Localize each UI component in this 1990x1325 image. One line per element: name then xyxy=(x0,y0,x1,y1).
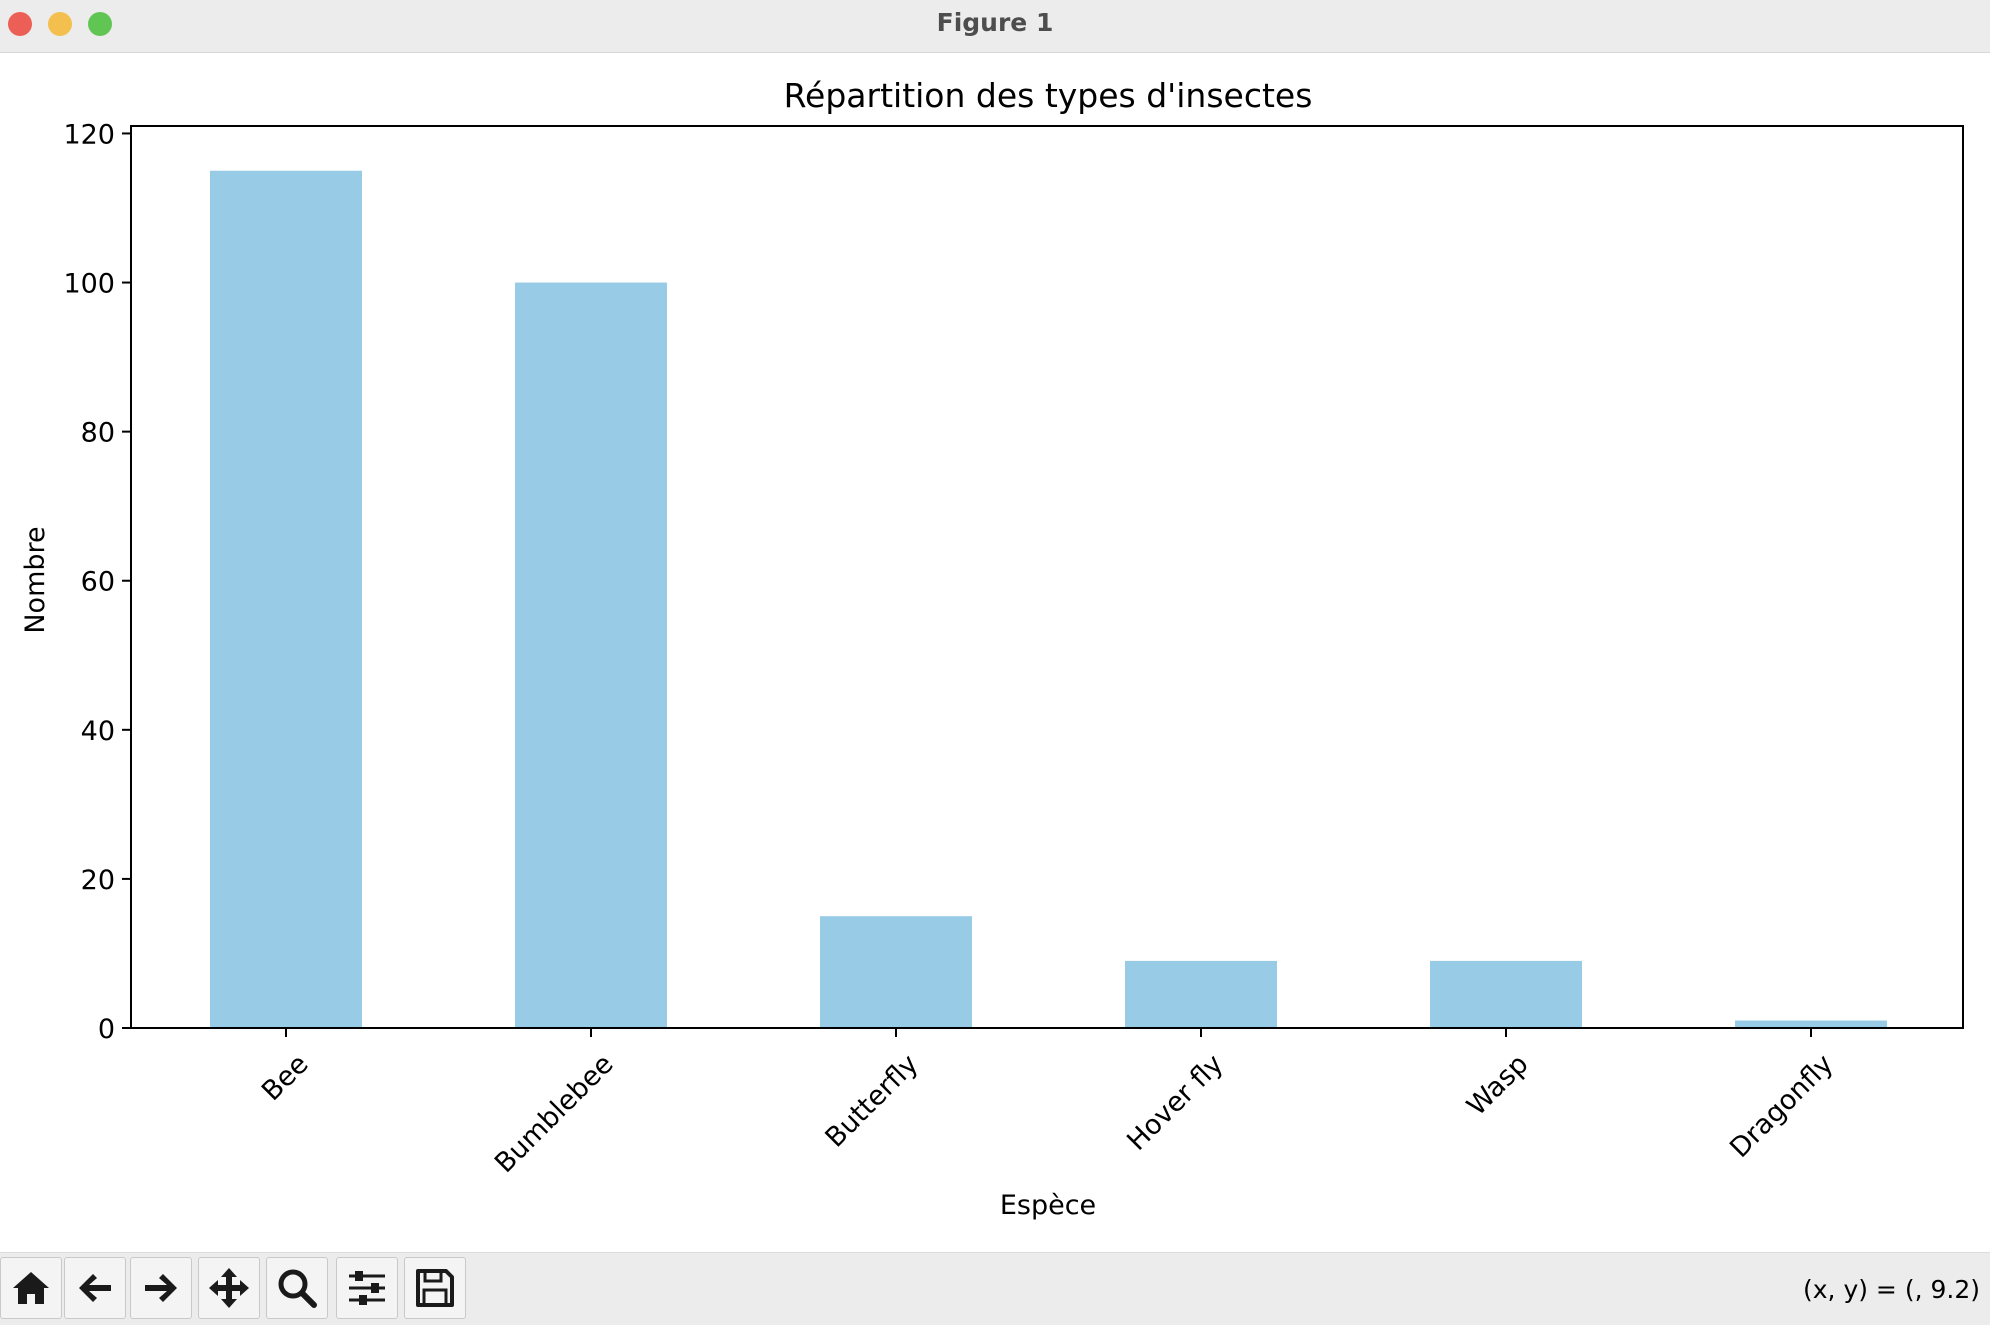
forward-button[interactable] xyxy=(130,1257,192,1319)
x-tick-label: Butterfly xyxy=(820,1049,925,1154)
bar-hover-fly xyxy=(1125,960,1277,1028)
zoom-window-button[interactable] xyxy=(88,12,112,36)
zoom-button[interactable] xyxy=(266,1257,328,1319)
bar-dragonfly xyxy=(1735,1020,1887,1028)
y-tick-label: 40 xyxy=(81,716,115,747)
sliders-icon xyxy=(349,1271,385,1305)
bar-wasp xyxy=(1430,960,1582,1028)
x-axis-label: Espèce xyxy=(1000,1190,1096,1221)
bar-chart: Répartition des types d'insectes Nombre … xyxy=(20,76,1964,1221)
x-tick-label: Hover fly xyxy=(1121,1049,1229,1157)
title-bar: Figure 1 xyxy=(0,0,1990,53)
chart-title: Répartition des types d'insectes xyxy=(784,76,1313,115)
x-tick-label: Bumblebee xyxy=(489,1049,620,1180)
bar-butterfly xyxy=(820,916,972,1028)
pan-button[interactable] xyxy=(198,1257,260,1319)
floppy-icon xyxy=(416,1269,454,1307)
move-icon xyxy=(209,1268,249,1308)
save-button[interactable] xyxy=(404,1257,466,1319)
cursor-coordinates: (x, y) = (, 9.2) xyxy=(1803,1275,1980,1304)
y-tick-label: 80 xyxy=(81,418,115,449)
plot-frame xyxy=(130,125,1964,1029)
y-tick-label: 120 xyxy=(63,119,115,150)
window-title: Figure 1 xyxy=(936,8,1054,37)
arrow-left-icon xyxy=(79,1274,111,1302)
bar-bee xyxy=(210,170,362,1028)
y-tick-label: 100 xyxy=(63,269,115,300)
home-button[interactable] xyxy=(0,1257,62,1319)
y-tick-label: 20 xyxy=(81,865,115,896)
navigation-toolbar: (x, y) = (, 9.2) xyxy=(0,1252,1990,1325)
x-tick-label: Dragonfly xyxy=(1724,1049,1839,1164)
back-button[interactable] xyxy=(64,1257,126,1319)
y-ticks-group: 0 20 40 60 80 100 120 xyxy=(63,119,131,1045)
arrow-right-icon xyxy=(145,1274,177,1302)
y-tick-label: 60 xyxy=(81,567,115,598)
x-ticks-group: Bee Bumblebee Butterfly Hover fly Wasp Dragon… xyxy=(256,1028,1840,1179)
bar-bumblebee xyxy=(515,282,667,1028)
home-icon xyxy=(13,1272,49,1304)
bars-group xyxy=(210,170,1887,1028)
minimize-window-button[interactable] xyxy=(48,12,72,36)
figure-canvas[interactable]: Répartition des types d'insectes Nombre … xyxy=(0,53,1990,1251)
y-axis-label: Nombre xyxy=(20,526,51,633)
close-window-button[interactable] xyxy=(8,12,32,36)
x-tick-label: Wasp xyxy=(1461,1049,1534,1122)
y-tick-label: 0 xyxy=(98,1014,115,1045)
magnifier-icon xyxy=(278,1269,317,1308)
configure-subplots-button[interactable] xyxy=(336,1257,398,1319)
x-tick-label: Bee xyxy=(256,1049,315,1108)
